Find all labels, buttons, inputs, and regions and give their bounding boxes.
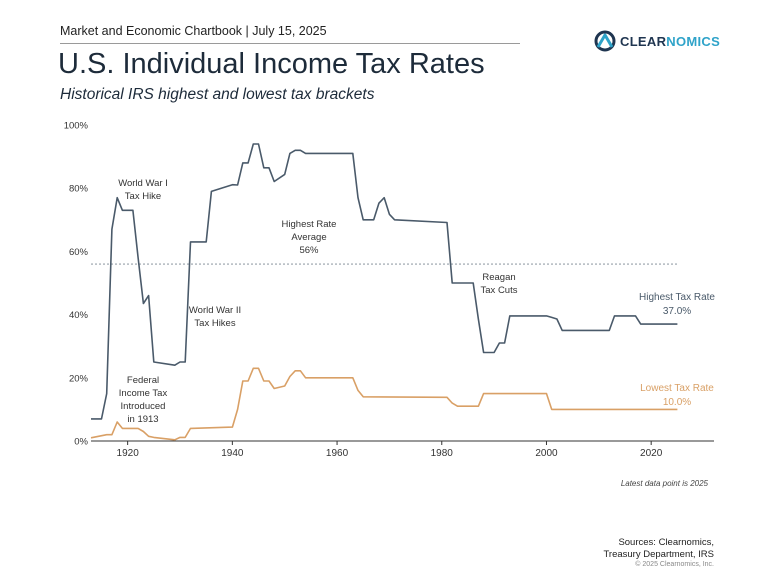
x-tick-label: 2000 (535, 448, 558, 459)
x-tick-label: 1940 (221, 448, 244, 459)
annotation-ww1: World War I (118, 178, 168, 189)
lowest-rate-line (90, 367, 678, 441)
y-tick-label: 40% (69, 310, 89, 321)
annotation-avg: Average (291, 232, 326, 243)
clearnomics-logo: CLEARNOMICS (594, 30, 720, 52)
logo-wordmark: CLEARNOMICS (620, 34, 720, 49)
y-tick-label: 80% (69, 184, 89, 195)
chart-subtitle: Historical IRS highest and lowest tax br… (60, 86, 375, 103)
highest-rate-series-label: Highest Tax Rate (639, 292, 715, 303)
chart-title: U.S. Individual Income Tax Rates (58, 48, 485, 80)
y-tick-label: 100% (64, 121, 89, 132)
highest-rate-line (91, 143, 678, 420)
logo-prefix: CLEAR (620, 33, 667, 49)
latest-data-note: Latest data point is 2025 (620, 479, 708, 488)
annotation-avg: 56% (299, 245, 319, 256)
annotation-avg: Highest Rate (282, 219, 337, 230)
annotation-ww2: Tax Hikes (194, 318, 235, 329)
annotation-federal: Introduced (121, 401, 166, 412)
annotation-ww1: Tax Hike (125, 191, 161, 202)
chartbook-header: Market and Economic Chartbook | July 15,… (60, 24, 327, 38)
sources-line-2: Treasury Department, IRS (603, 549, 714, 560)
clearnomics-logo-icon (594, 30, 616, 52)
sources: Sources: Clearnomics, Treasury Departmen… (603, 537, 714, 561)
x-tick-label: 1960 (326, 448, 349, 459)
annotation-federal: in 1913 (127, 414, 158, 425)
logo-suffix: NOMICS (666, 33, 721, 49)
lowest-rate-latest-value: 10.0% (663, 397, 691, 408)
annotation-federal: Income Tax (119, 388, 168, 399)
highest-rate-latest-value: 37.0% (663, 306, 691, 317)
y-tick-label: 60% (69, 247, 89, 258)
annotation-federal: Federal (127, 375, 159, 386)
annotation-ww2: World War II (189, 305, 241, 316)
x-tick-label: 1980 (431, 448, 454, 459)
lowest-rate-series-label: Lowest Tax Rate (640, 383, 714, 394)
copyright: © 2025 Clearnomics, Inc. (635, 561, 714, 568)
x-tick-label: 2020 (640, 448, 663, 459)
header-divider (60, 43, 520, 44)
y-tick-label: 0% (74, 437, 88, 448)
x-tick-label: 1920 (117, 448, 140, 459)
y-tick-label: 20% (69, 373, 89, 384)
annotation-reagan: Tax Cuts (481, 285, 518, 296)
sources-line-1: Sources: Clearnomics, (618, 537, 714, 548)
annotation-reagan: Reagan (482, 272, 515, 283)
